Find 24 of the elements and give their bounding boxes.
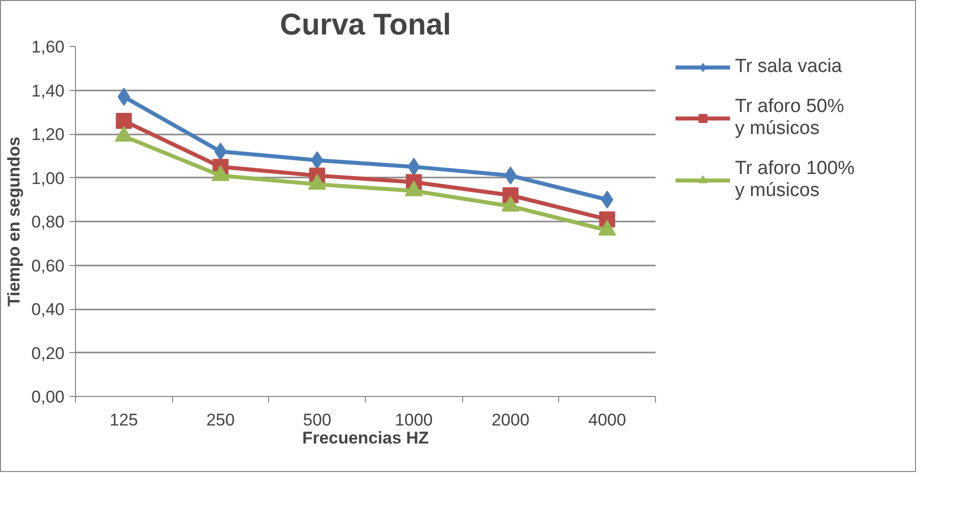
x-tick-label: 2000	[492, 410, 530, 430]
x-axis-title: Frecuencias HZ	[302, 428, 429, 448]
point	[214, 142, 227, 160]
y-tick-label: 1,20	[31, 125, 65, 144]
legend-label: Tr sala vacia	[735, 56, 842, 78]
point	[116, 112, 132, 129]
x-tick-label: 1000	[394, 410, 433, 430]
x-tick-label: 250	[206, 410, 235, 430]
x-tick-label: 500	[302, 410, 332, 430]
y-tick-label: 0,00	[31, 388, 65, 406]
legend-label: Tr aforo 100% y músicos	[735, 158, 855, 202]
y-tick-label: 0,40	[31, 300, 65, 319]
legend-label: Tr aforo 50% y músicos	[735, 96, 844, 140]
y-tick-label: 0,80	[31, 212, 65, 232]
y-tick-label: 1,40	[31, 81, 65, 100]
x-tick-label: 125	[110, 410, 138, 430]
y-tick-label: 1,60	[31, 38, 65, 56]
y-axis-title: Tiempo en segundos	[4, 136, 24, 306]
y-tick-label: 0,20	[31, 344, 65, 363]
chart-title: Curva Tonal	[280, 8, 452, 42]
y-tick-label: 0,60	[31, 256, 65, 276]
x-tick-label: 4000	[588, 410, 626, 430]
y-tick-label: 1,00	[31, 168, 65, 188]
point	[504, 166, 517, 185]
